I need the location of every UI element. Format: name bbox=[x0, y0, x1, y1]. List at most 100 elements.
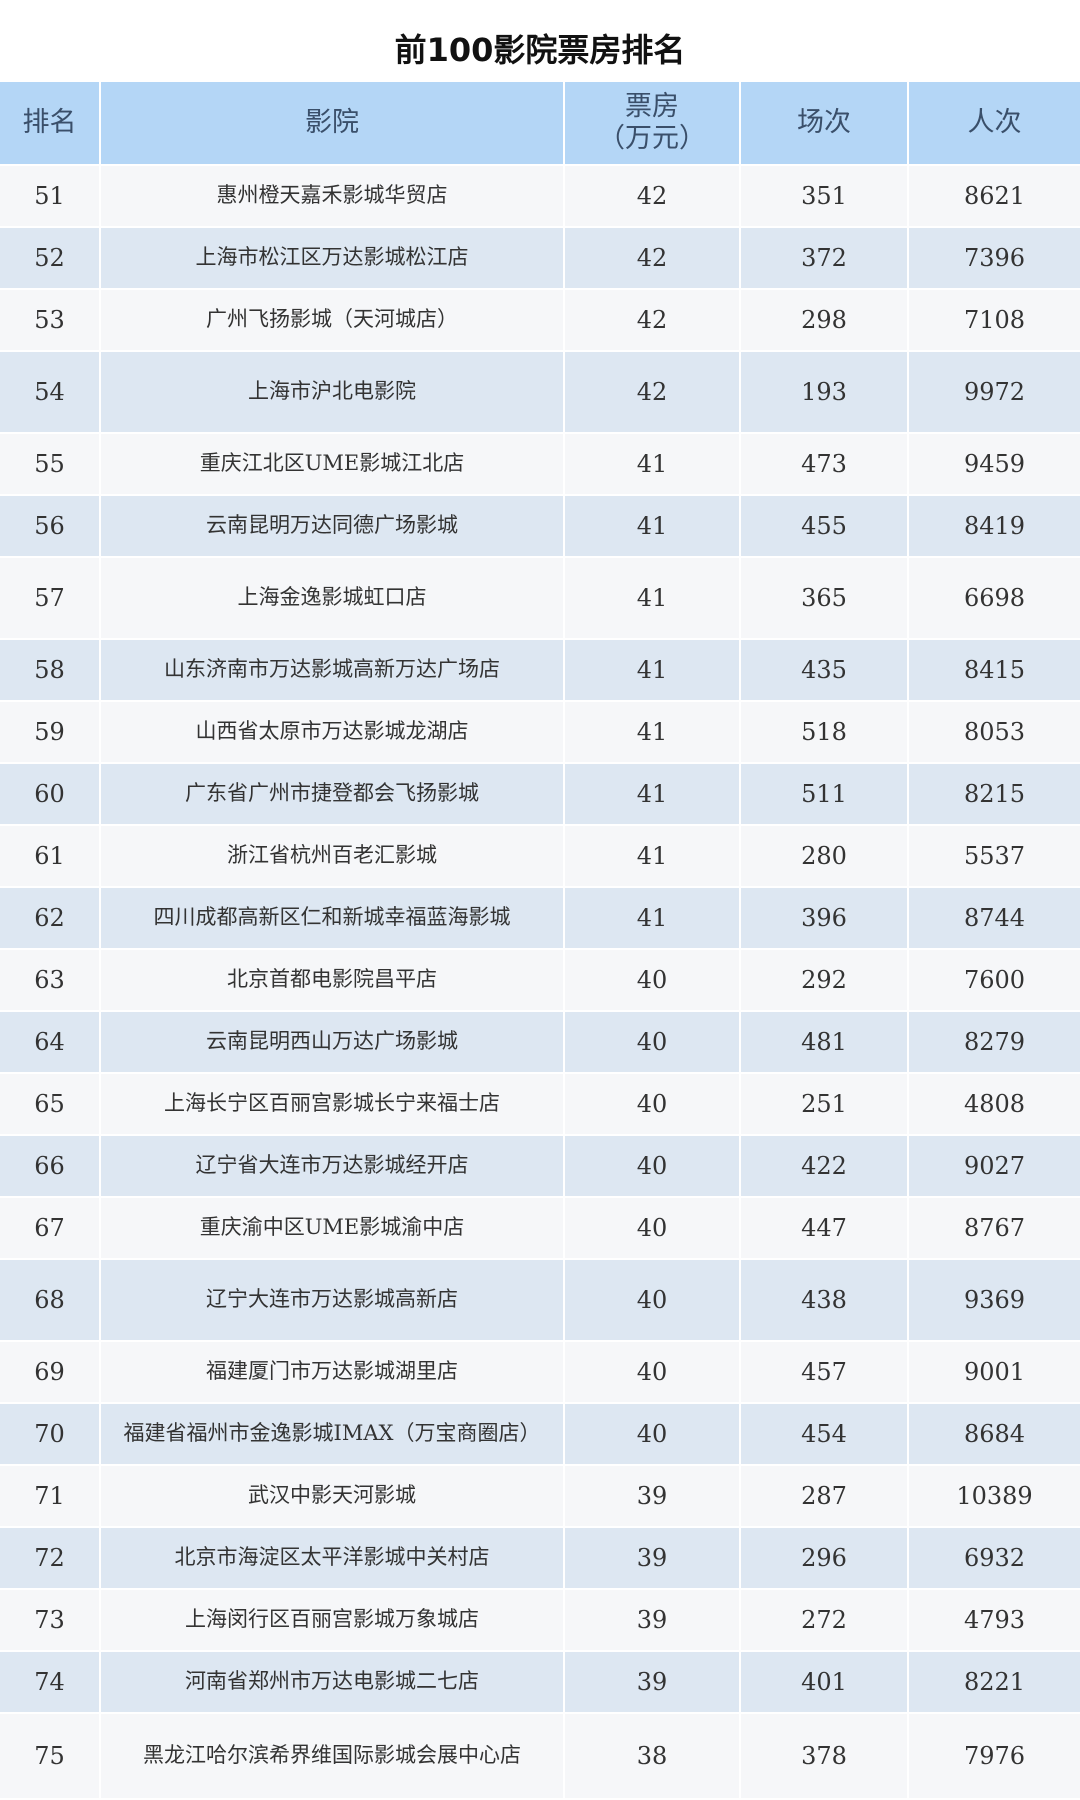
table-row: 55 重庆江北区UME影城江北店 41 473 9459 bbox=[0, 434, 1080, 496]
table-cell: 272 bbox=[741, 1590, 909, 1650]
table-row: 52 上海市松江区万达影城松江店 42 372 7396 bbox=[0, 228, 1080, 290]
column-header: 排名 bbox=[0, 82, 101, 164]
table-cell: 54 bbox=[0, 352, 101, 432]
table-cell: 41 bbox=[565, 826, 741, 886]
table-cell: 8419 bbox=[963, 511, 1026, 540]
table-row: 58 山东济南市万达影城高新万达广场店 41 435 8415 bbox=[0, 640, 1080, 702]
table-cell: 40 bbox=[565, 1074, 741, 1134]
table-row: 65 上海长宁区百丽宫影城长宁来福士店 40 251 4808 bbox=[0, 1074, 1080, 1136]
table-cell: 511 bbox=[741, 764, 909, 824]
table-cell: 55 bbox=[0, 434, 101, 494]
table-row: 74 河南省郑州市万达电影城二七店 39 401 8221 bbox=[0, 1652, 1080, 1714]
table-cell: 6932 bbox=[963, 1543, 1026, 1572]
table-row: 70 福建省福州市金逸影城IMAX（万宝商圈店） 40 454 8684 bbox=[0, 1404, 1080, 1466]
table-cell: 41 bbox=[565, 888, 741, 948]
table-row: 57 上海金逸影城虹口店 41 365 6698 bbox=[0, 558, 1080, 640]
table-cell: 9001 bbox=[963, 1357, 1026, 1386]
table-cell: 372 bbox=[741, 228, 909, 288]
table-cell: 8279 bbox=[963, 1027, 1026, 1056]
table-cell: 40 bbox=[565, 950, 741, 1010]
table-cell: 66 bbox=[0, 1136, 101, 1196]
table-cell: 72 bbox=[0, 1528, 101, 1588]
table-cell: 北京市海淀区太平洋影城中关村店 bbox=[101, 1528, 565, 1588]
table-cell: 52 bbox=[0, 228, 101, 288]
column-header: 票房 （万元） bbox=[565, 82, 741, 164]
table-cell: 518 bbox=[741, 702, 909, 762]
table-cell: 39 bbox=[565, 1466, 741, 1526]
table-cell: 61 bbox=[0, 826, 101, 886]
table-cell: 454 bbox=[741, 1404, 909, 1464]
table-cell: 8684 bbox=[963, 1419, 1026, 1448]
table-cell: 惠州橙天嘉禾影城华贸店 bbox=[101, 166, 565, 226]
table-cell: 辽宁大连市万达影城高新店 bbox=[101, 1260, 565, 1340]
table-cell: 447 bbox=[741, 1198, 909, 1258]
table-cell: 8221 bbox=[963, 1667, 1026, 1696]
table-row: 63 北京首都电影院昌平店 40 292 7600 bbox=[0, 950, 1080, 1012]
table-cell: 河南省郑州市万达电影城二七店 bbox=[101, 1652, 565, 1712]
table-cell: 广东省广州市捷登都会飞扬影城 bbox=[101, 764, 565, 824]
table-cell: 53 bbox=[0, 290, 101, 350]
table-cell: 298 bbox=[741, 290, 909, 350]
table-cell: 69 bbox=[0, 1342, 101, 1402]
table-cell: 上海市松江区万达影城松江店 bbox=[101, 228, 565, 288]
table-cell: 9972 bbox=[963, 377, 1026, 406]
table-cell: 上海市沪北电影院 bbox=[101, 352, 565, 432]
table-cell: 70 bbox=[0, 1404, 101, 1464]
table-cell: 73 bbox=[0, 1590, 101, 1650]
table-cell: 455 bbox=[741, 496, 909, 556]
column-header: 人次 bbox=[967, 106, 1022, 138]
table-cell: 39 bbox=[565, 1590, 741, 1650]
table-cell: 75 bbox=[0, 1714, 101, 1798]
table-cell: 64 bbox=[0, 1012, 101, 1072]
table-row: 60 广东省广州市捷登都会飞扬影城 41 511 8215 bbox=[0, 764, 1080, 826]
table-cell: 422 bbox=[741, 1136, 909, 1196]
table-row: 72 北京市海淀区太平洋影城中关村店 39 296 6932 bbox=[0, 1528, 1080, 1590]
table-cell: 浙江省杭州百老汇影城 bbox=[101, 826, 565, 886]
table-row: 51 惠州橙天嘉禾影城华贸店 42 351 8621 bbox=[0, 166, 1080, 228]
table-cell: 401 bbox=[741, 1652, 909, 1712]
table-cell: 56 bbox=[0, 496, 101, 556]
table-cell: 42 bbox=[565, 228, 741, 288]
table-cell: 6698 bbox=[963, 583, 1026, 612]
table-cell: 40 bbox=[565, 1342, 741, 1402]
table-cell: 60 bbox=[0, 764, 101, 824]
table-row: 67 重庆渝中区UME影城渝中店 40 447 8767 bbox=[0, 1198, 1080, 1260]
table-cell: 68 bbox=[0, 1260, 101, 1340]
table-row: 64 云南昆明西山万达广场影城 40 481 8279 bbox=[0, 1012, 1080, 1074]
table-cell: 5537 bbox=[963, 841, 1026, 870]
table-cell: 457 bbox=[741, 1342, 909, 1402]
table-cell: 41 bbox=[565, 434, 741, 494]
table-cell: 7396 bbox=[963, 243, 1026, 272]
table-row: 61 浙江省杭州百老汇影城 41 280 5537 bbox=[0, 826, 1080, 888]
table-cell: 292 bbox=[741, 950, 909, 1010]
table-cell: 8744 bbox=[963, 903, 1026, 932]
table-cell: 41 bbox=[565, 558, 741, 638]
table-cell: 8215 bbox=[963, 779, 1026, 808]
table-cell: 北京首都电影院昌平店 bbox=[101, 950, 565, 1010]
table-cell: 福建厦门市万达影城湖里店 bbox=[101, 1342, 565, 1402]
table-cell: 重庆渝中区UME影城渝中店 bbox=[101, 1198, 565, 1258]
table-cell: 武汉中影天河影城 bbox=[101, 1466, 565, 1526]
table-cell: 云南昆明万达同德广场影城 bbox=[101, 496, 565, 556]
table-cell: 40 bbox=[565, 1136, 741, 1196]
table-cell: 481 bbox=[741, 1012, 909, 1072]
table-cell: 39 bbox=[565, 1652, 741, 1712]
table-cell: 广州飞扬影城（天河城店） bbox=[101, 290, 565, 350]
table-cell: 296 bbox=[741, 1528, 909, 1588]
table-cell: 40 bbox=[565, 1404, 741, 1464]
table-row: 75 黑龙江哈尔滨希界维国际影城会展中心店 38 378 7976 bbox=[0, 1714, 1080, 1800]
table-cell: 41 bbox=[565, 764, 741, 824]
table-cell: 8767 bbox=[963, 1213, 1026, 1242]
table-cell: 9369 bbox=[963, 1285, 1026, 1314]
table-cell: 396 bbox=[741, 888, 909, 948]
table-row: 71 武汉中影天河影城 39 287 10389 bbox=[0, 1466, 1080, 1528]
table-cell: 58 bbox=[0, 640, 101, 700]
table-cell: 57 bbox=[0, 558, 101, 638]
table-cell: 63 bbox=[0, 950, 101, 1010]
table-cell: 438 bbox=[741, 1260, 909, 1340]
table-cell: 9027 bbox=[963, 1151, 1026, 1180]
table-cell: 上海金逸影城虹口店 bbox=[101, 558, 565, 638]
table-cell: 351 bbox=[741, 166, 909, 226]
table-cell: 黑龙江哈尔滨希界维国际影城会展中心店 bbox=[101, 1714, 565, 1798]
